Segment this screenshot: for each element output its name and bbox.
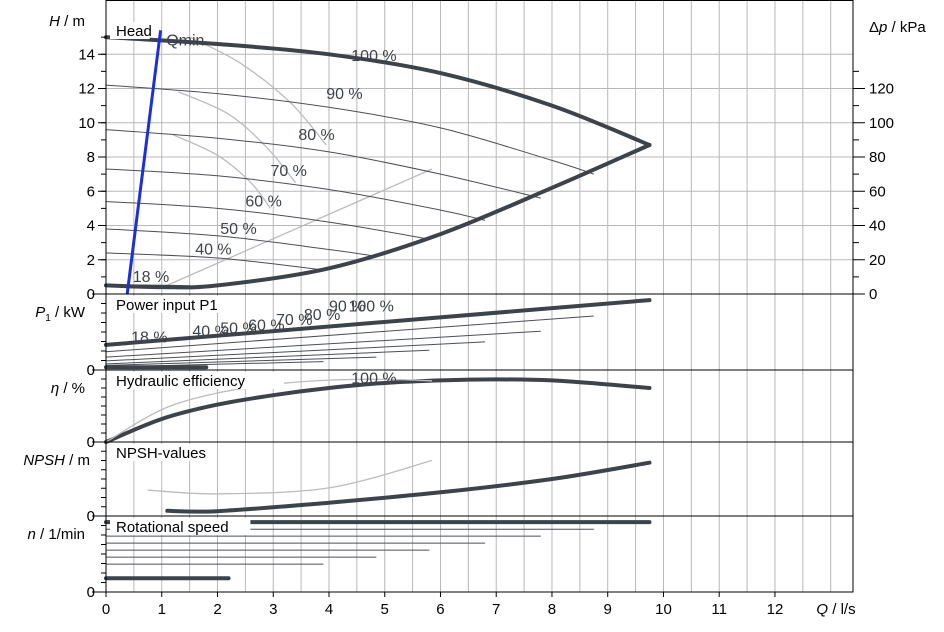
- head-curve-label: 80 %: [298, 127, 334, 144]
- head-curve-label: 70 %: [270, 163, 306, 180]
- y2-tick-label: 40: [869, 218, 886, 235]
- y2-tick-label: 20: [869, 252, 886, 269]
- x-tick-label: 3: [269, 601, 277, 618]
- y-tick-label: 14: [78, 46, 95, 63]
- y-axis-label: P1 / kW: [35, 304, 86, 324]
- head-curve-50: [105, 228, 377, 257]
- power-curve-label: 18 %: [131, 330, 167, 347]
- y-tick-label: 4: [87, 218, 95, 235]
- head-curve-70: [105, 168, 486, 221]
- head-curve-min: [104, 143, 652, 290]
- head-curve-80: [105, 129, 541, 199]
- npsh-curve-18: [147, 459, 433, 495]
- y-tick-label: 0: [87, 434, 95, 451]
- head-curve-label: Qmin: [166, 33, 204, 50]
- x-tick-label: 8: [548, 601, 556, 618]
- power-curve-80: [105, 330, 541, 358]
- y-tick-label: 0: [87, 362, 95, 379]
- y-tick-label: 0: [87, 584, 95, 601]
- power-curve-label: 80 %: [304, 307, 340, 324]
- y-tick-label: 6: [87, 183, 95, 200]
- y-tick-label: 0: [87, 508, 95, 525]
- x-tick-label: 5: [381, 601, 389, 618]
- power-curve-70: [105, 341, 486, 362]
- frame: [92, 0, 854, 593]
- panel-title: Rotational speed: [116, 519, 229, 536]
- x-tick-label: 6: [436, 601, 444, 618]
- x-tick-label: 9: [604, 601, 612, 618]
- x-tick-label: 2: [213, 601, 221, 618]
- head-curve-100: [104, 35, 652, 147]
- x-tick-label: 10: [655, 601, 672, 618]
- axes: [98, 36, 865, 597]
- panel-title-bg: [110, 372, 284, 389]
- power-curve-label: 50 %: [220, 321, 256, 338]
- panel-title: Head: [116, 23, 152, 40]
- panel-title: Power input P1: [116, 297, 218, 314]
- head-curve-label: 60 %: [245, 194, 281, 211]
- power-curve-60: [105, 349, 430, 365]
- x-tick-label: 1: [158, 601, 166, 618]
- y-tick-label: 10: [78, 115, 95, 132]
- power-curve-label: 90 %: [329, 298, 365, 315]
- y2-tick-label: 120: [869, 81, 894, 98]
- power-curve-label: 100 %: [348, 298, 393, 315]
- y-tick-label: 8: [87, 149, 95, 166]
- power-curve-label: 70 %: [276, 312, 312, 329]
- x-tick-label: 4: [325, 601, 333, 618]
- panel-title-bg: [110, 518, 251, 535]
- y-axis-label: NPSH / m: [23, 452, 90, 469]
- efficiency-iso-curve: [189, 36, 327, 146]
- y2-tick-label: 60: [869, 183, 886, 200]
- head-curve-60: [105, 201, 430, 240]
- npsh-curve-100: [165, 460, 652, 514]
- y2-tick-label: 0: [869, 286, 877, 303]
- power-curve-50: [105, 356, 377, 366]
- y-axis-label: η / %: [51, 380, 85, 397]
- panel-title: NPSH-values: [116, 445, 206, 462]
- panel-title-bg: [110, 296, 234, 313]
- power-curve-label: 40 %: [192, 324, 228, 341]
- head-curve-label: 18 %: [133, 269, 169, 286]
- panel-title: Hydraulic efficiency: [116, 373, 245, 390]
- panel-title-bg: [110, 22, 150, 39]
- plot-frame: [105, 0, 854, 593]
- y2-axis-label: Δp / kPa: [869, 19, 926, 36]
- head-curve-label: 100 %: [351, 48, 396, 65]
- head-curve-label: 40 %: [195, 242, 231, 259]
- x-tick-label: 11: [711, 601, 727, 618]
- labels: 0 1 2 3 4 5 6 7 8 9 10 11 12 Q / l/s02468101214020406…: [23, 13, 926, 618]
- y-tick-label: 2: [87, 252, 95, 269]
- head-curve-Qmin: [125, 30, 163, 295]
- y-tick-label: 0: [87, 286, 95, 303]
- efficiency-curve-label: 100 %: [351, 371, 396, 388]
- x-axis-label: Q / l/s: [816, 601, 855, 618]
- efficiency-curve-100: [104, 377, 652, 444]
- panel-title-bg: [110, 444, 209, 461]
- x-tick-label: 7: [492, 601, 500, 618]
- system-reference-line: [158, 168, 433, 290]
- y2-tick-label: 80: [869, 149, 886, 166]
- y2-tick-label: 100: [869, 115, 894, 132]
- gridlines: [106, 0, 853, 592]
- head-curve-90: [105, 84, 594, 175]
- y-axis-label: n / 1/min: [27, 526, 85, 543]
- x-tick-label: 12: [767, 601, 784, 618]
- head-curve-label: 50 %: [220, 221, 256, 238]
- efficiency-iso-curve: [172, 134, 272, 209]
- x-tick-label: 0: [102, 601, 110, 618]
- power-curve-100: [104, 298, 652, 347]
- y-axis-label: H / m: [49, 13, 85, 30]
- power-curve-90: [105, 315, 594, 353]
- efficiency-iso-curve: [178, 91, 297, 184]
- head-curve-label: 90 %: [326, 86, 362, 103]
- power-curve-label: 60 %: [248, 317, 284, 334]
- y-tick-label: 12: [78, 81, 95, 98]
